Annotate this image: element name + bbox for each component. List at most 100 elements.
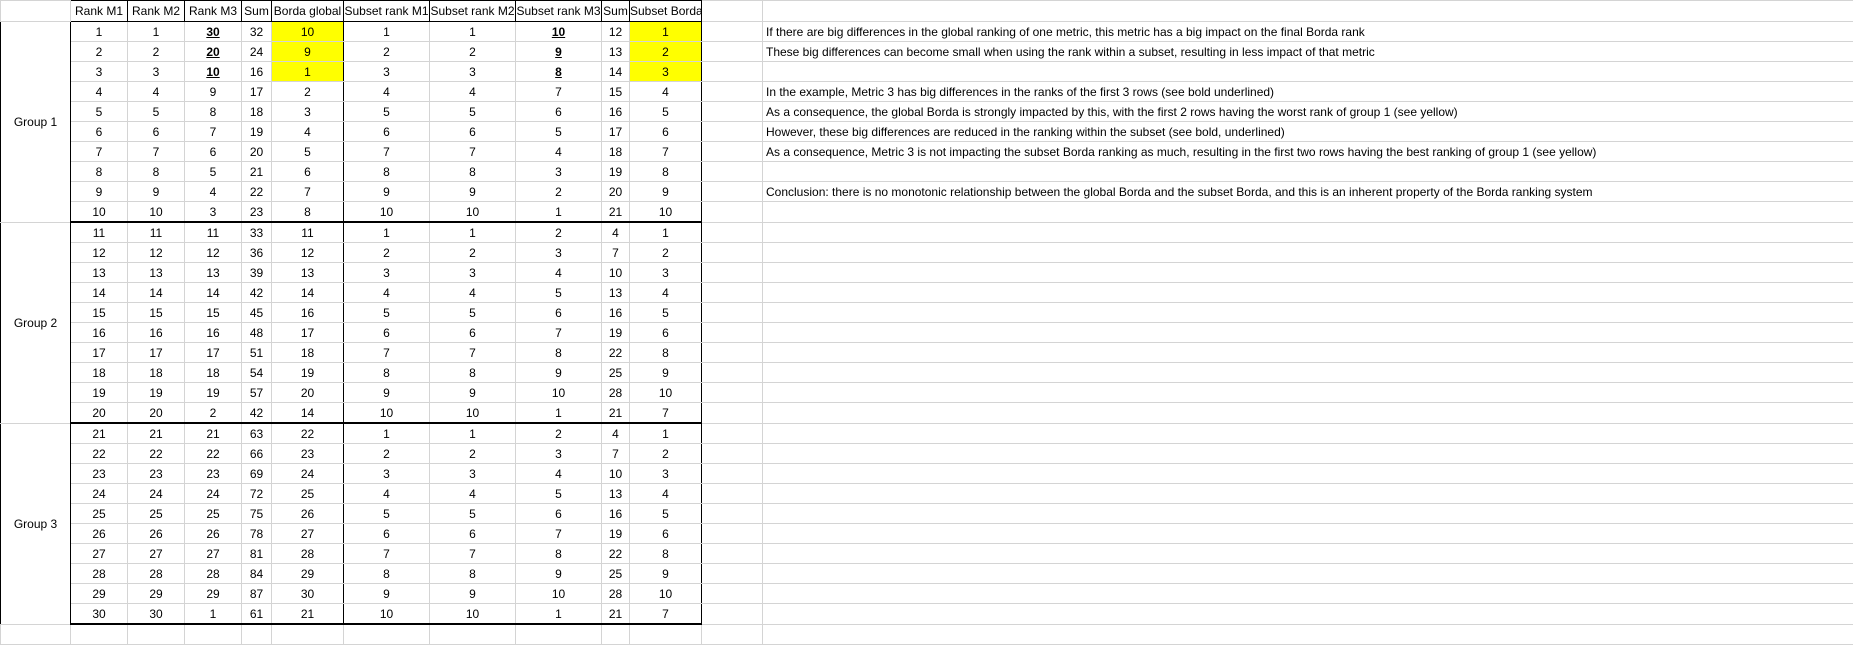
- table-cell[interactable]: 2: [516, 182, 602, 202]
- table-cell[interactable]: 5: [344, 102, 430, 122]
- empty-cell[interactable]: [702, 263, 763, 283]
- table-cell[interactable]: 8: [516, 343, 602, 363]
- table-cell[interactable]: 13: [71, 263, 128, 283]
- table-cell[interactable]: 5: [630, 102, 702, 122]
- table-cell[interactable]: 10: [272, 22, 344, 42]
- table-cell[interactable]: 78: [242, 524, 272, 544]
- table-cell[interactable]: 8: [630, 343, 702, 363]
- empty-cell[interactable]: [702, 82, 763, 102]
- table-cell[interactable]: 21: [602, 202, 630, 223]
- table-cell[interactable]: 21: [71, 423, 128, 444]
- table-cell[interactable]: 8: [430, 363, 516, 383]
- notes-cell[interactable]: [763, 524, 1853, 544]
- table-cell[interactable]: 3: [630, 62, 702, 82]
- table-cell[interactable]: 30: [185, 22, 242, 42]
- table-cell[interactable]: 28: [185, 564, 242, 584]
- table-cell[interactable]: 9: [430, 383, 516, 403]
- table-cell[interactable]: 12: [272, 243, 344, 263]
- notes-cell[interactable]: [763, 202, 1853, 223]
- table-cell[interactable]: 5: [185, 162, 242, 182]
- notes-cell[interactable]: [763, 464, 1853, 484]
- table-cell[interactable]: 16: [602, 102, 630, 122]
- table-cell[interactable]: 6: [630, 323, 702, 343]
- table-cell[interactable]: 18: [128, 363, 185, 383]
- table-cell[interactable]: 18: [602, 142, 630, 162]
- table-cell[interactable]: 20: [272, 383, 344, 403]
- table-cell[interactable]: 9: [516, 564, 602, 584]
- table-cell[interactable]: 3: [185, 202, 242, 223]
- empty-cell[interactable]: [602, 624, 630, 645]
- table-cell[interactable]: 1: [272, 62, 344, 82]
- table-cell[interactable]: 75: [242, 504, 272, 524]
- table-cell[interactable]: 13: [602, 42, 630, 62]
- empty-cell[interactable]: [702, 403, 763, 424]
- table-cell[interactable]: 26: [128, 524, 185, 544]
- table-cell[interactable]: 26: [272, 504, 344, 524]
- empty-cell[interactable]: [702, 564, 763, 584]
- table-cell[interactable]: 3: [516, 243, 602, 263]
- table-cell[interactable]: 24: [185, 484, 242, 504]
- table-cell[interactable]: 4: [630, 82, 702, 102]
- table-cell[interactable]: 5: [516, 283, 602, 303]
- table-cell[interactable]: 16: [602, 504, 630, 524]
- table-cell[interactable]: 6: [185, 142, 242, 162]
- column-header[interactable]: Rank M2: [128, 1, 185, 22]
- notes-cell[interactable]: As a consequence, Metric 3 is not impact…: [763, 142, 1853, 162]
- table-cell[interactable]: 10: [344, 403, 430, 424]
- table-cell[interactable]: 15: [71, 303, 128, 323]
- table-cell[interactable]: 25: [602, 564, 630, 584]
- table-cell[interactable]: 4: [630, 484, 702, 504]
- table-cell[interactable]: 10: [430, 202, 516, 223]
- table-cell[interactable]: 1: [430, 22, 516, 42]
- table-cell[interactable]: 27: [185, 544, 242, 564]
- table-cell[interactable]: 3: [71, 62, 128, 82]
- table-cell[interactable]: 2: [185, 403, 242, 424]
- table-cell[interactable]: 4: [516, 142, 602, 162]
- notes-cell[interactable]: [763, 343, 1853, 363]
- empty-cell[interactable]: [344, 624, 430, 645]
- table-cell[interactable]: 72: [242, 484, 272, 504]
- table-cell[interactable]: 7: [430, 544, 516, 564]
- table-cell[interactable]: 29: [185, 584, 242, 604]
- empty-cell[interactable]: [1, 624, 71, 645]
- empty-cell[interactable]: [702, 363, 763, 383]
- empty-cell[interactable]: [242, 624, 272, 645]
- table-cell[interactable]: 9: [430, 182, 516, 202]
- notes-cell[interactable]: [763, 263, 1853, 283]
- table-cell[interactable]: 5: [430, 303, 516, 323]
- table-cell[interactable]: 3: [272, 102, 344, 122]
- notes-cell[interactable]: [763, 444, 1853, 464]
- table-cell[interactable]: 9: [344, 584, 430, 604]
- column-header[interactable]: Subset rank M3: [516, 1, 602, 22]
- table-cell[interactable]: 24: [272, 464, 344, 484]
- table-cell[interactable]: 8: [185, 102, 242, 122]
- table-cell[interactable]: 24: [128, 484, 185, 504]
- table-cell[interactable]: 24: [71, 484, 128, 504]
- table-cell[interactable]: 18: [242, 102, 272, 122]
- table-cell[interactable]: 10: [630, 584, 702, 604]
- table-cell[interactable]: 1: [344, 423, 430, 444]
- table-cell[interactable]: 2: [128, 42, 185, 62]
- notes-cell[interactable]: [763, 222, 1853, 243]
- table-cell[interactable]: 6: [272, 162, 344, 182]
- table-cell[interactable]: 5: [71, 102, 128, 122]
- table-cell[interactable]: 2: [272, 82, 344, 102]
- table-cell[interactable]: 8: [272, 202, 344, 223]
- table-cell[interactable]: 11: [185, 222, 242, 243]
- notes-cell[interactable]: [763, 283, 1853, 303]
- table-cell[interactable]: 8: [516, 544, 602, 564]
- table-cell[interactable]: 28: [602, 584, 630, 604]
- table-cell[interactable]: 87: [242, 584, 272, 604]
- notes-cell[interactable]: However, these big differences are reduc…: [763, 122, 1853, 142]
- table-cell[interactable]: 2: [430, 243, 516, 263]
- table-cell[interactable]: 3: [630, 263, 702, 283]
- table-cell[interactable]: 22: [602, 544, 630, 564]
- table-cell[interactable]: 2: [344, 444, 430, 464]
- table-cell[interactable]: 28: [128, 564, 185, 584]
- empty-cell[interactable]: [702, 1, 763, 22]
- table-cell[interactable]: 10: [630, 383, 702, 403]
- table-cell[interactable]: 1: [516, 604, 602, 625]
- table-cell[interactable]: 6: [344, 524, 430, 544]
- table-cell[interactable]: 25: [128, 504, 185, 524]
- empty-cell[interactable]: [702, 182, 763, 202]
